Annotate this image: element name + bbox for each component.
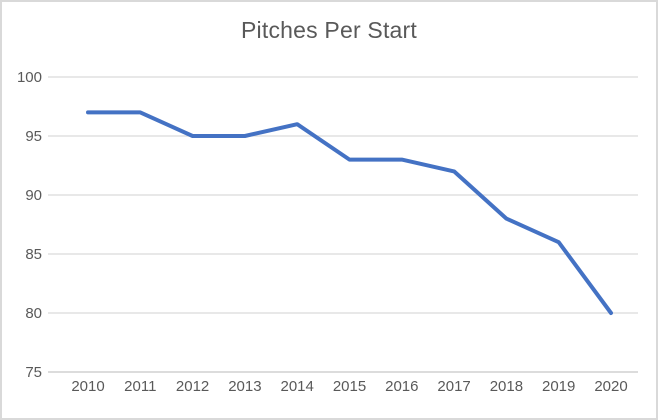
x-tick-label: 2020 [594, 378, 627, 395]
x-tick-label: 2019 [542, 378, 575, 395]
x-tick-label: 2013 [228, 378, 261, 395]
x-tick-label: 2011 [124, 378, 156, 395]
chart-title: Pitches Per Start [241, 17, 417, 43]
y-tick-label: 75 [25, 364, 42, 381]
x-tick-label: 2016 [385, 378, 418, 395]
y-tick-label: 80 [25, 305, 42, 322]
x-tick-label: 2010 [71, 378, 104, 395]
x-tick-label: 2012 [176, 378, 209, 395]
y-tick-label: 100 [17, 69, 42, 86]
data-series-line [86, 110, 613, 315]
y-tick-label: 95 [25, 128, 42, 145]
y-tick-label: 90 [25, 187, 42, 204]
x-tick-label: 2017 [437, 378, 470, 395]
x-tick-label: 2018 [490, 378, 523, 395]
x-tick-label: 2015 [333, 378, 366, 395]
y-tick-label: 85 [25, 246, 42, 263]
x-tick-label: 2014 [281, 378, 314, 395]
